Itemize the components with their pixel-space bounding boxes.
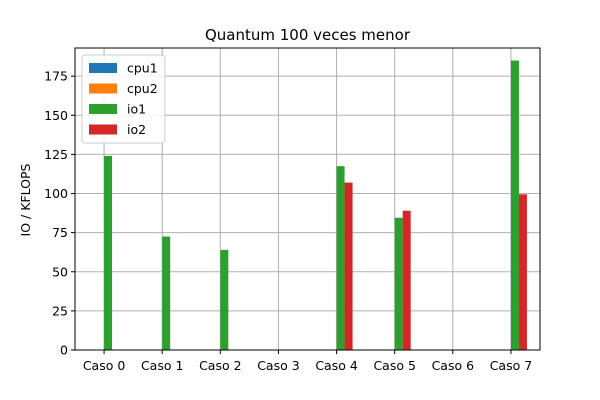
- legend-label-cpu2: cpu2: [127, 81, 158, 96]
- legend-swatch-io2: [89, 124, 117, 135]
- y-tick-label: 175: [44, 69, 68, 84]
- y-tick-label: 75: [52, 225, 68, 240]
- y-tick-label: 150: [44, 108, 68, 123]
- y-tick-label: 0: [60, 343, 68, 358]
- legend-swatch-cpu1: [89, 63, 117, 73]
- bar-io1: [220, 249, 229, 350]
- y-tick-label: 25: [52, 303, 68, 318]
- legend-swatch-io1: [89, 104, 117, 114]
- bar-io2: [518, 194, 527, 350]
- y-axis-ticks: 0 25 50 75 100 125 150 175: [44, 69, 75, 358]
- x-tick-label: Caso 6: [432, 358, 475, 373]
- x-tick-label: Caso 3: [257, 358, 299, 373]
- y-tick-label: 125: [44, 147, 68, 162]
- legend-label-io2: io2: [127, 122, 146, 137]
- bar-io1: [162, 236, 171, 350]
- x-tick-label: Caso 1: [141, 358, 183, 373]
- bar-io1: [104, 155, 113, 350]
- legend-box: [81, 54, 166, 144]
- bar-io1: [394, 217, 403, 350]
- x-tick-label: Caso 2: [199, 358, 241, 373]
- x-tick-label: Caso 5: [373, 358, 415, 373]
- x-tick-label: Caso 4: [315, 358, 358, 373]
- legend-swatch-cpu2: [89, 83, 117, 94]
- bar-io2: [402, 210, 411, 350]
- legend-label-cpu1: cpu1: [127, 61, 158, 76]
- bar-io2: [344, 182, 353, 350]
- y-tick-label: 100: [44, 186, 68, 201]
- y-axis-label: IO / KFLOPS: [18, 163, 33, 236]
- bar-io1: [336, 166, 345, 350]
- legend-label-io1: io1: [127, 102, 146, 117]
- bar-io1: [510, 60, 519, 351]
- bars: [104, 60, 527, 351]
- chart-title: Quantum 100 veces menor: [205, 26, 411, 44]
- x-tick-label: Caso 0: [83, 358, 126, 373]
- x-axis-ticks: Caso 0 Caso 1 Caso 2 Caso 3 Caso 4 Caso 5 Caso…: [83, 350, 532, 373]
- x-tick-label: Caso 7: [490, 358, 532, 373]
- plot-frame: [74, 47, 541, 351]
- legend: cpu1 cpu2 io1 io2: [81, 54, 166, 144]
- y-tick-label: 50: [52, 264, 68, 279]
